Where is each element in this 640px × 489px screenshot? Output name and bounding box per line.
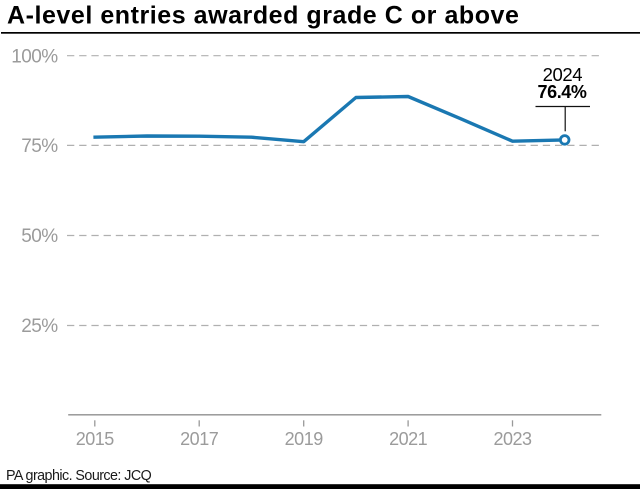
svg-text:25%: 25%: [21, 316, 58, 337]
svg-text:PA graphic. Source: JCQ: PA graphic. Source: JCQ: [6, 468, 152, 484]
svg-text:2023: 2023: [493, 429, 532, 449]
svg-text:50%: 50%: [21, 226, 58, 247]
svg-text:2024: 2024: [543, 64, 583, 85]
svg-text:2015: 2015: [76, 429, 115, 449]
svg-text:2019: 2019: [285, 429, 324, 449]
svg-text:A-level entries awarded grade: A-level entries awarded grade C or above: [7, 1, 519, 29]
svg-text:76.4%: 76.4%: [537, 82, 586, 102]
svg-text:2017: 2017: [180, 429, 219, 449]
svg-text:100%: 100%: [11, 46, 58, 67]
svg-text:75%: 75%: [21, 136, 58, 157]
svg-text:2021: 2021: [389, 429, 428, 449]
